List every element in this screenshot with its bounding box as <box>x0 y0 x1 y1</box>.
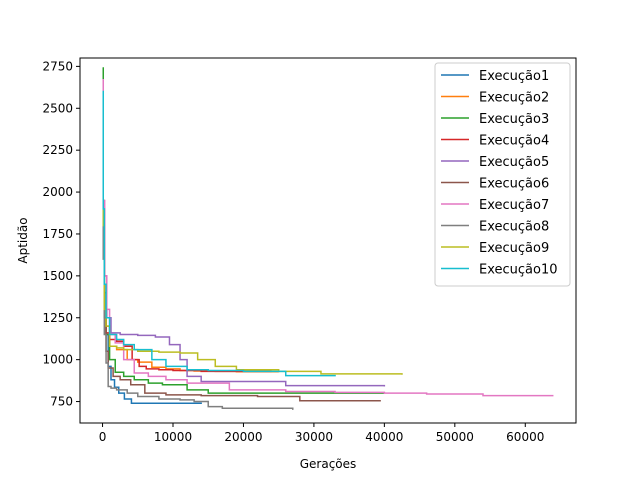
x-tick-label: 30000 <box>295 430 333 444</box>
y-tick-label: 750 <box>50 395 73 409</box>
y-tick-label: 2500 <box>42 101 73 115</box>
legend-label-3: Execução3 <box>479 112 549 127</box>
x-tick-label: 20000 <box>224 430 262 444</box>
x-tick-label: 10000 <box>154 430 192 444</box>
y-tick-label: 2750 <box>42 59 73 73</box>
series-line-10 <box>102 90 336 377</box>
legend-label-7: Execução7 <box>479 198 549 213</box>
x-axis-label: Gerações <box>300 457 357 471</box>
x-tick-label: 0 <box>99 430 107 444</box>
x-tick-label: 40000 <box>365 430 403 444</box>
y-tick-label: 1500 <box>42 269 73 283</box>
y-tick-label: 2000 <box>42 185 73 199</box>
plot-frame <box>79 57 577 424</box>
legend-label-9: Execução9 <box>479 241 549 256</box>
y-tick-label: 1250 <box>42 311 73 325</box>
legend-label-2: Execução2 <box>479 91 549 106</box>
y-axis-label: Aptidão <box>16 217 30 263</box>
legend: Execução1 Execução2 Execução3 Execução4 Exec… <box>434 62 571 287</box>
y-tick-label: 1000 <box>42 353 73 367</box>
series-group <box>102 67 554 410</box>
y-tick-label: 1750 <box>42 227 73 241</box>
legend-label-8: Execução8 <box>479 220 549 235</box>
legend-label-6: Execução6 <box>479 177 549 192</box>
y-tick-label: 2250 <box>42 143 73 157</box>
legend-label-1: Execução1 <box>479 69 549 84</box>
legend-label-4: Execução4 <box>479 134 549 149</box>
legend-label-5: Execução5 <box>479 155 549 170</box>
legend-label-10: Execução10 <box>479 263 558 278</box>
ticks-group: 0 10000 20000 30000 40000 50000 60000 750 1000 12… <box>42 59 544 444</box>
series-line-8 <box>102 107 294 410</box>
x-tick-label: 60000 <box>506 430 544 444</box>
x-tick-label: 50000 <box>436 430 474 444</box>
